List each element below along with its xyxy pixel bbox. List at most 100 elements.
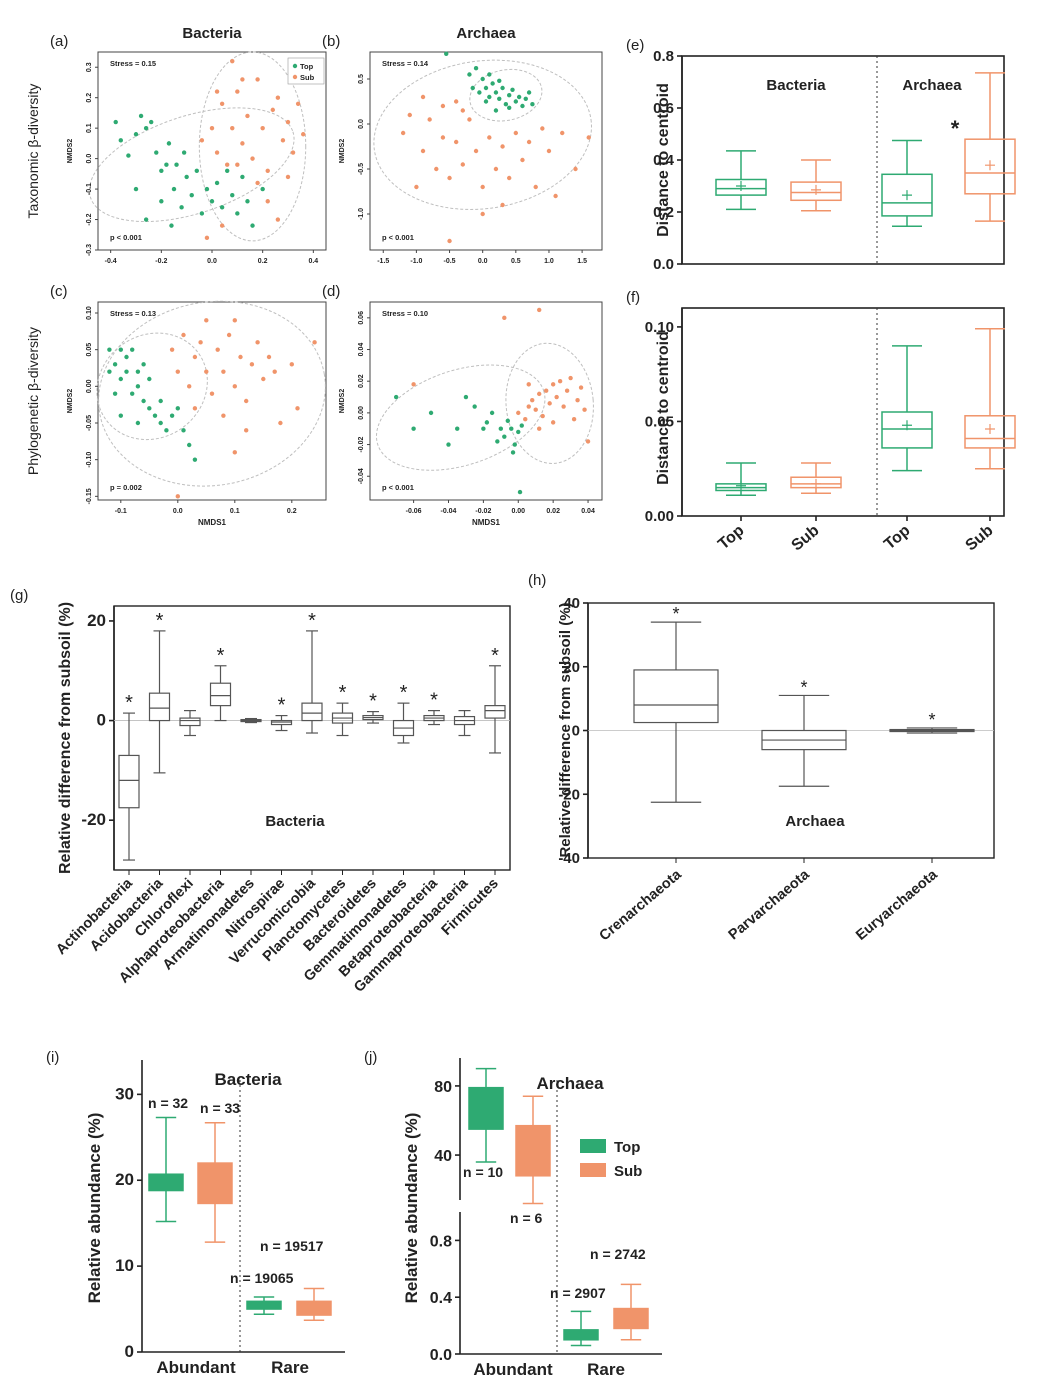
y-tick-label: -20: [81, 810, 106, 829]
point-sub: [533, 407, 538, 412]
x-tick-label: 0.0: [478, 258, 488, 265]
point-top: [194, 168, 199, 173]
point-top: [199, 211, 205, 216]
y-tick-label: 30: [115, 1084, 134, 1103]
point-top: [164, 162, 169, 167]
point-sub: [235, 162, 240, 167]
y-tick-label: 0.6: [653, 100, 674, 117]
point-sub: [295, 406, 300, 411]
point-top: [446, 442, 451, 447]
point-top: [147, 406, 152, 411]
panel-annotation: Archaea: [785, 813, 845, 830]
legend-label: Top: [614, 1139, 640, 1156]
point-sub: [221, 413, 226, 418]
point-sub: [219, 101, 225, 106]
x-tick-label: Euryarchaeota: [853, 866, 941, 944]
point-top: [158, 420, 163, 426]
stress-label: Stress = 0.15: [110, 59, 156, 68]
point-top: [189, 192, 194, 198]
point-sub: [460, 162, 465, 167]
plot-frame: [97, 301, 327, 501]
panel-annotation: Bacteria: [265, 813, 325, 830]
y-tick-label: 0: [572, 723, 580, 740]
point-top: [181, 428, 186, 433]
point-top: [209, 199, 215, 204]
point-top: [112, 391, 118, 396]
confidence-ellipse-top: [375, 364, 546, 471]
significance-star: *: [156, 610, 164, 632]
y-tick-label: 0.06: [358, 311, 365, 325]
point-top: [154, 150, 159, 155]
box-sub-iqr: [964, 138, 1016, 195]
y-tick-label: -0.15: [86, 488, 93, 504]
point-top: [490, 81, 495, 86]
point-top: [463, 394, 469, 400]
box-acidobacteria-iqr: [148, 692, 171, 722]
point-top: [507, 105, 512, 111]
legend-swatch-sub: [580, 1163, 606, 1177]
point-sub: [249, 362, 255, 367]
point-sub: [550, 382, 556, 387]
point-top: [500, 85, 505, 91]
point-sub: [219, 223, 225, 228]
point-top: [171, 186, 177, 192]
point-top: [124, 354, 129, 360]
point-top: [230, 192, 235, 198]
y-tick-label: 0.8: [653, 48, 674, 65]
point-top: [152, 413, 158, 418]
y-tick-label: 0: [97, 711, 106, 730]
point-sub: [578, 385, 584, 390]
box-sub-mean: [811, 184, 821, 195]
y-tick-label: 40: [563, 595, 580, 612]
y-axis-label: NMDS2: [339, 389, 346, 414]
point-sub: [175, 494, 180, 499]
point-top: [509, 426, 514, 431]
point-top: [483, 99, 489, 104]
y-tick-label: 0.2: [86, 93, 93, 103]
p-value-label: p < 0.001: [110, 233, 142, 242]
point-sub: [411, 382, 416, 387]
p-value-label: p < 0.001: [382, 483, 414, 492]
y-axis-label: NMDS2: [67, 389, 74, 414]
point-sub: [553, 193, 558, 199]
y-tick-label: -0.3: [86, 244, 93, 256]
point-sub: [400, 130, 406, 136]
y-tick-label: 20: [563, 659, 580, 676]
point-top: [235, 211, 240, 216]
point-sub: [585, 439, 591, 444]
point-sub: [290, 150, 296, 155]
y-axis-label: Distance to centroid: [655, 83, 672, 237]
confidence-ellipse-top: [469, 68, 543, 122]
point-sub: [533, 184, 538, 190]
point-top: [245, 199, 250, 204]
point-sub: [232, 450, 237, 455]
point-sub: [312, 340, 317, 345]
point-top: [143, 125, 149, 131]
point-sub: [230, 58, 235, 64]
x-tick-label: 0.2: [287, 508, 297, 515]
y-tick-label: -40: [558, 850, 580, 867]
point-sub: [568, 375, 573, 381]
box-top-iqr: [881, 411, 933, 449]
point-sub: [480, 211, 485, 217]
panel-label: (i): [46, 1049, 59, 1066]
x-tick-label: 0.1: [230, 508, 240, 515]
point-sub: [169, 347, 175, 352]
box-sub-mean: [985, 160, 995, 171]
x-tick-label: 1.0: [544, 258, 554, 265]
y-axis-label: Relative difference from subsoil (%): [57, 602, 74, 874]
point-sub: [500, 144, 505, 149]
point-top: [225, 168, 230, 173]
point-top: [149, 119, 154, 125]
significance-star: *: [278, 695, 286, 717]
point-sub: [480, 184, 485, 190]
point-top: [118, 413, 124, 418]
x-tick-label: Sub: [788, 522, 822, 555]
point-sub: [420, 94, 426, 100]
panel-e: 0.0 0.2 0.4 0.6 0.8 Bacteria Archaea * Distance …: [626, 37, 1016, 273]
point-sub: [516, 410, 521, 416]
point-sub: [255, 180, 260, 186]
point-sub: [523, 417, 528, 422]
point-top: [470, 85, 475, 91]
point-top: [141, 398, 146, 404]
